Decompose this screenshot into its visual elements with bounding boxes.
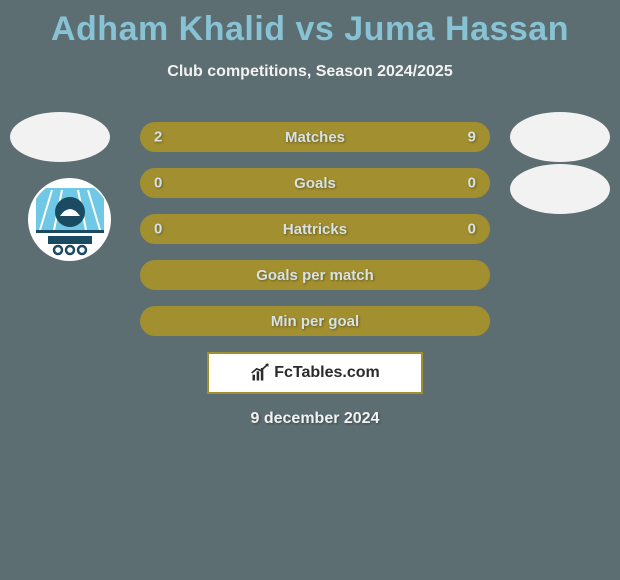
stat-bar-hattricks: 0 Hattricks 0 — [140, 214, 490, 244]
player1-club-badge — [28, 178, 111, 261]
date: 9 december 2024 — [140, 410, 490, 428]
watermark: FcTables.com — [207, 352, 423, 394]
stat-label: Hattricks — [283, 221, 347, 238]
stat-label: Min per goal — [271, 313, 359, 330]
stat-bar-matches: 2 Matches 9 — [140, 122, 490, 152]
page-title: Adham Khalid vs Juma Hassan — [0, 0, 620, 49]
stat-bar-goals: 0 Goals 0 — [140, 168, 490, 198]
stats-bars: 2 Matches 9 0 Goals 0 0 Hattricks 0 Goal… — [140, 122, 490, 428]
watermark-text: FcTables.com — [274, 364, 380, 382]
player2-avatar-2 — [510, 164, 610, 214]
stat-label: Matches — [285, 129, 345, 146]
stat-label: Goals — [294, 175, 336, 192]
stat-label: Goals per match — [256, 267, 374, 284]
subtitle: Club competitions, Season 2024/2025 — [0, 63, 620, 81]
chart-icon — [250, 363, 270, 383]
stat-left-value: 0 — [154, 175, 162, 192]
stat-right-value: 0 — [468, 221, 476, 238]
stat-right-value: 9 — [468, 129, 476, 146]
player2-avatar — [510, 112, 610, 162]
stat-left-value: 2 — [154, 129, 162, 146]
stat-right-value: 0 — [468, 175, 476, 192]
player1-avatar — [10, 112, 110, 162]
stat-bar-gpm: Goals per match — [140, 260, 490, 290]
stat-left-value: 0 — [154, 221, 162, 238]
stat-bar-mpg: Min per goal — [140, 306, 490, 336]
